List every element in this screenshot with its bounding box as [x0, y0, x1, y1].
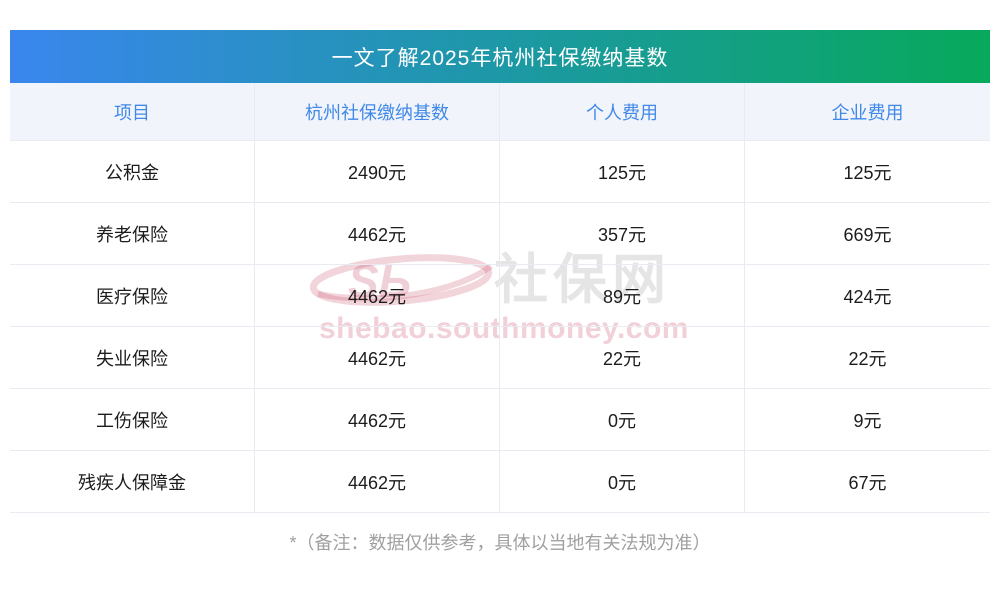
cell-item-name: 公积金 [10, 141, 255, 202]
cell-personal-fee: 357元 [500, 203, 745, 264]
cell-company-fee: 125元 [843, 162, 892, 183]
title-banner: 一文了解2025年杭州社保缴纳基数 [10, 30, 990, 83]
cell-personal-fee: 89元 [500, 265, 745, 326]
column-header-company: 企业费用 [831, 102, 904, 123]
cell-base-value: 4462元 [255, 389, 500, 450]
cell-company-fee: 9元 [853, 410, 882, 431]
cell-personal-fee: 22元 [500, 327, 745, 388]
cell-item-name: 医疗保险 [10, 265, 255, 326]
cell-company-fee: 669元 [843, 224, 892, 245]
table-row: 失业保险 4462元 22元 22元 [10, 327, 990, 389]
cell-base-value: 4462元 [255, 203, 500, 264]
column-header-personal: 个人费用 [500, 83, 745, 140]
table-header-row: 项目 杭州社保缴纳基数 个人费用 企业费用 [10, 83, 990, 141]
cell-company-fee: 67元 [848, 472, 887, 493]
table-row: 工伤保险 4462元 0元 9元 [10, 389, 990, 451]
cell-base-value: 2490元 [255, 141, 500, 202]
cell-item-name: 养老保险 [10, 203, 255, 264]
social-security-table: 项目 杭州社保缴纳基数 个人费用 企业费用 公积金 2490元 125元 125… [10, 83, 990, 513]
cell-base-value: 4462元 [255, 451, 500, 512]
cell-personal-fee: 125元 [500, 141, 745, 202]
cell-company-fee: 424元 [843, 286, 892, 307]
cell-company-fee: 22元 [848, 348, 887, 369]
cell-base-value: 4462元 [255, 327, 500, 388]
cell-personal-fee: 0元 [500, 389, 745, 450]
page-title: 一文了解2025年杭州社保缴纳基数 [331, 46, 669, 70]
table-row: 残疾人保障金 4462元 0元 67元 [10, 451, 990, 513]
cell-item-name: 残疾人保障金 [10, 451, 255, 512]
footnote: *（备注：数据仅供参考，具体以当地有关法规为准） [289, 533, 711, 553]
column-header-base: 杭州社保缴纳基数 [255, 83, 500, 140]
table-row: 养老保险 4462元 357元 669元 [10, 203, 990, 265]
column-header-item: 项目 [10, 83, 255, 140]
cell-item-name: 工伤保险 [10, 389, 255, 450]
cell-item-name: 失业保险 [10, 327, 255, 388]
table-row: 公积金 2490元 125元 125元 [10, 141, 990, 203]
cell-personal-fee: 0元 [500, 451, 745, 512]
cell-base-value: 4462元 [255, 265, 500, 326]
table-row: 医疗保险 4462元 89元 424元 [10, 265, 990, 327]
